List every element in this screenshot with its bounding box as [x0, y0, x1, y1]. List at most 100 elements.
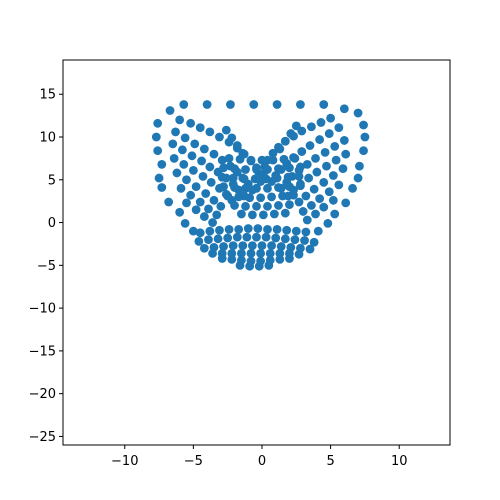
scatter-point [341, 198, 351, 208]
scatter-point [254, 261, 264, 271]
scatter-point [252, 232, 261, 242]
scatter-point [215, 225, 224, 235]
scatter-point [202, 100, 212, 109]
scatter-point [157, 183, 167, 192]
scatter-point [223, 233, 233, 243]
y-tick-label: 15 [39, 88, 56, 103]
scatter-point [237, 248, 246, 258]
scatter-point [232, 141, 242, 150]
scatter-point [319, 202, 329, 212]
scatter-point [219, 182, 228, 192]
scatter-point [250, 174, 260, 184]
scatter-point [360, 132, 370, 142]
scatter-point [235, 154, 245, 164]
scatter-point [205, 162, 215, 172]
scatter-point [263, 183, 272, 193]
scatter-point [237, 209, 246, 219]
scatter-point [168, 139, 178, 149]
scatter-point [226, 100, 235, 109]
scatter-point [217, 254, 227, 263]
scatter-point [246, 248, 256, 258]
scatter-point [252, 201, 261, 211]
scatter-point [221, 125, 231, 135]
scatter-point [232, 232, 242, 242]
scatter-point [247, 241, 257, 251]
scatter-point [164, 197, 174, 207]
scatter-point [179, 159, 189, 169]
scatter-point [286, 129, 296, 138]
scatter-point [283, 172, 293, 182]
scatter-point [334, 123, 344, 132]
scatter-point [179, 100, 189, 109]
scatter-point [201, 189, 211, 198]
scatter-point [256, 193, 266, 203]
scatter-point [312, 167, 322, 177]
scatter-point [171, 127, 180, 137]
scatter-point [245, 193, 255, 203]
scatter-point [212, 210, 222, 220]
scatter-point [230, 183, 239, 192]
scatter-point [353, 173, 363, 183]
scatter-point [223, 191, 233, 201]
scatter-point [188, 226, 198, 236]
scatter-point [263, 225, 272, 234]
scatter-point [319, 177, 329, 187]
scatter-point [274, 183, 283, 192]
scatter-point [324, 187, 334, 197]
scatter-point [224, 225, 234, 234]
y-tick-label: 5 [48, 173, 56, 188]
scatter-point [204, 235, 213, 245]
scatter-point [302, 215, 312, 225]
scatter-point [290, 235, 300, 245]
scatter-point [338, 164, 348, 174]
scatter-point [219, 163, 228, 173]
scatter-point [268, 155, 278, 165]
scatter-point [272, 100, 282, 109]
scatter-point [209, 195, 219, 205]
scatter-point [235, 260, 245, 270]
scatter-point [263, 201, 272, 211]
scatter-point [272, 225, 282, 234]
scatter-point [209, 149, 219, 159]
scatter-point [216, 201, 226, 211]
scatter-point [177, 145, 187, 155]
scatter-point [188, 165, 198, 175]
scatter-point [339, 136, 349, 145]
scatter-point [334, 180, 344, 190]
y-tick-label: 0 [48, 216, 56, 231]
scatter-point [315, 194, 325, 204]
y-tick-label: −5 [37, 259, 56, 274]
scatter-point [186, 118, 196, 128]
scatter-point [197, 156, 207, 166]
scatter-point [330, 142, 340, 151]
scatter-point [296, 100, 305, 109]
scatter-point [239, 174, 249, 184]
scatter-point [246, 155, 256, 165]
points-layer [151, 100, 370, 271]
scatter-point [241, 165, 250, 174]
scatter-point [165, 106, 175, 115]
scatter-point [154, 173, 164, 183]
scatter-point [257, 241, 267, 251]
scatter-point [238, 241, 248, 251]
scatter-point [205, 127, 215, 137]
scatter-point [208, 218, 217, 227]
scatter-point [227, 133, 237, 143]
scatter-point [175, 115, 185, 125]
scatter-point [180, 219, 190, 228]
scatter-point [224, 153, 234, 163]
scatter-point [305, 244, 315, 254]
scatter-point [280, 234, 290, 244]
scatter-point [245, 261, 255, 271]
scatter-point [228, 173, 238, 183]
scatter-point [291, 226, 301, 236]
scatter-point [263, 165, 272, 174]
scatter-point [208, 248, 217, 258]
scatter-point [320, 148, 330, 157]
scatter-point [311, 153, 320, 163]
scatter-point [294, 249, 304, 259]
scatter-point [256, 248, 266, 258]
scatter-point [172, 168, 182, 178]
scatter-point [330, 209, 340, 219]
